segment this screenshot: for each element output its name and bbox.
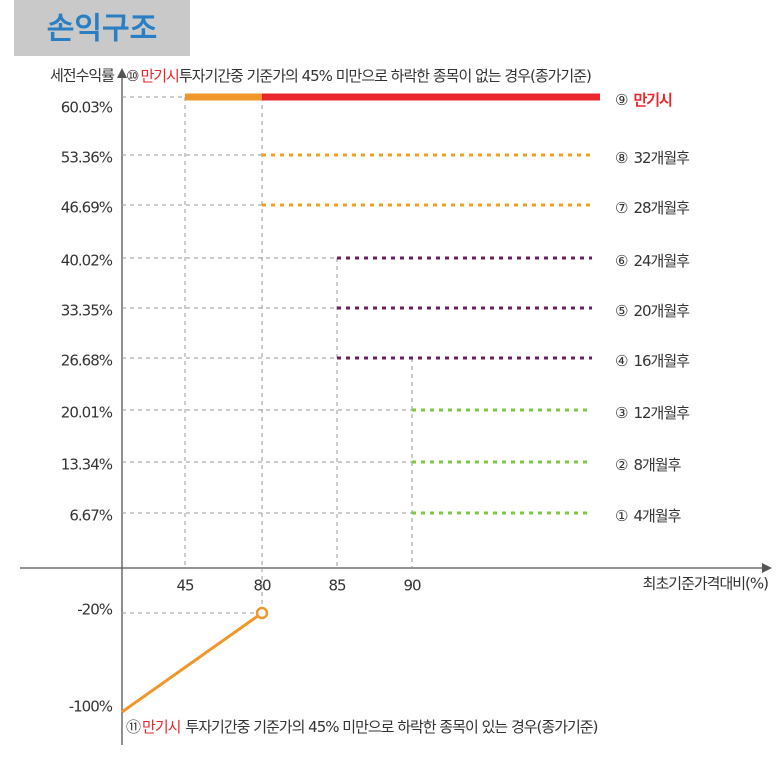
- label: 8개월후: [633, 456, 681, 474]
- x-axis-label: 최초기준가격대비(%): [643, 575, 769, 593]
- top-note: ⑩ 만기시투자기간중 기준가의 45% 미만으로 하락한 종목이 없는 경우(종가…: [126, 67, 591, 85]
- highlight: 만기시: [142, 718, 180, 736]
- y-tick-label: 53.36%: [61, 149, 113, 167]
- y-arrow: [117, 68, 127, 78]
- level-label: ⑤ 20개월후: [615, 302, 690, 320]
- marker: ①: [615, 507, 628, 525]
- marker: ⑦: [615, 199, 628, 217]
- marker: ②: [615, 456, 628, 474]
- label: 24개월후: [633, 252, 690, 270]
- label: 16개월후: [633, 352, 690, 370]
- marker: ④: [615, 352, 628, 370]
- note-text: 투자기간중 기준가의 45% 미만으로 하락한 종목이 있는 경우(종가기준): [185, 718, 597, 736]
- bottom-note: ⑪ 만기시 투자기간중 기준가의 45% 미만으로 하락한 종목이 있는 경우(종가…: [126, 718, 598, 736]
- marker: ⑧: [615, 149, 628, 167]
- marker: ③: [615, 404, 628, 422]
- level-label: ⑦ 28개월후: [615, 199, 690, 217]
- y-tick-label: 6.67%: [69, 507, 112, 525]
- y-tick-label: 33.35%: [61, 302, 113, 320]
- marker: ⑩: [126, 67, 139, 85]
- y-axis-label: 세전수익률: [50, 67, 115, 85]
- loss-point: [255, 606, 269, 620]
- level-label: ③ 12개월후: [615, 404, 690, 422]
- label: 4개월후: [633, 507, 681, 525]
- loss-line: [121, 611, 263, 714]
- y-tick-label: 46.69%: [61, 199, 113, 217]
- title: 손익구조: [47, 12, 157, 47]
- level-label: ② 8개월후: [615, 456, 682, 474]
- level-label: ⑥ 24개월후: [615, 252, 690, 270]
- label: 20개월후: [633, 302, 690, 320]
- y-tick-label: 60.03%: [61, 99, 113, 117]
- y-tick-label: 26.68%: [61, 352, 113, 370]
- x-tick-label: 80: [253, 577, 271, 595]
- x-tick-label: 85: [328, 577, 346, 595]
- x-arrow: [762, 563, 772, 573]
- y-tick-label: 40.02%: [61, 252, 113, 270]
- highlight: 만기시: [140, 67, 178, 85]
- loss-tick-label: -20%: [77, 601, 112, 619]
- y-tick-label: 13.34%: [61, 456, 113, 474]
- level-label: ⑨ 만기시: [615, 91, 672, 109]
- loss-tick-label: -100%: [69, 698, 113, 716]
- label: 만기시: [633, 91, 672, 109]
- label: 32개월후: [633, 149, 690, 167]
- marker: ⑤: [615, 302, 628, 320]
- label: 28개월후: [633, 199, 690, 217]
- marker: ⑨: [615, 91, 628, 109]
- x-tick-label: 90: [403, 577, 421, 595]
- y-tick-label: 20.01%: [61, 404, 113, 422]
- level-label: ⑧ 32개월후: [615, 149, 690, 167]
- x-tick-label: 45: [176, 577, 194, 595]
- marker: ⑥: [615, 252, 628, 270]
- title-box: [14, 0, 190, 56]
- level-label: ④ 16개월후: [615, 352, 690, 370]
- note-text: 투자기간중 기준가의 45% 미만으로 하락한 종목이 없는 경우(종가기준): [179, 67, 591, 85]
- level-label: ① 4개월후: [615, 507, 682, 525]
- label: 12개월후: [633, 404, 690, 422]
- marker: ⑪: [126, 718, 141, 736]
